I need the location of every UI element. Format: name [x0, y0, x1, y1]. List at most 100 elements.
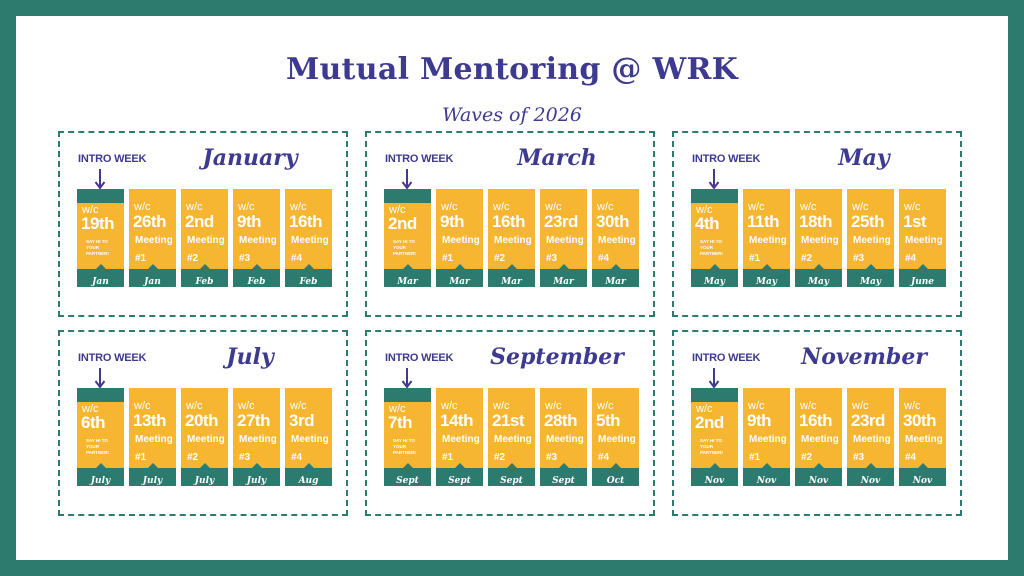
notch-icon [507, 463, 517, 468]
meeting-label: Meeting [546, 434, 584, 445]
meeting-number: #3 [546, 452, 558, 463]
card-month: Nov [912, 476, 933, 486]
month-tag: Aug [285, 463, 332, 486]
wave-panel-march: INTRO WEEK March w/c 2nd SAY HI TO YOUR PART… [365, 131, 655, 317]
card-month: Mar [605, 277, 626, 287]
meeting-label: Meeting [442, 434, 480, 445]
card-month: Nov [704, 476, 725, 486]
month-tag: July [129, 463, 176, 486]
week-date: 27th [237, 411, 270, 430]
notch-icon [403, 264, 413, 269]
intro-highlight-bar [384, 388, 431, 402]
wave-panel-september: INTRO WEEK September w/c 7th SAY HI TO YOUR … [365, 330, 655, 516]
meeting-label: Meeting [187, 235, 225, 246]
say-hi-note: SAY HI TO YOUR PARTNER! [700, 239, 723, 256]
intro-week-label: INTRO WEEK [692, 352, 761, 364]
arrow-down-icon [94, 169, 106, 190]
week-commencing-label: w/c [597, 400, 614, 412]
month-tag: Sept [540, 463, 587, 486]
week-date: 5th [596, 411, 621, 430]
week-date: 20th [185, 411, 218, 430]
notch-icon [814, 463, 824, 468]
arrow-down-icon [708, 169, 720, 190]
intro-week-card: w/c 6th SAY HI TO YOUR PARTNER! July [77, 388, 124, 486]
meeting-number: #4 [598, 452, 610, 463]
meeting-number: #3 [546, 253, 558, 264]
week-date: 2nd [695, 413, 724, 432]
intro-week-label: INTRO WEEK [78, 352, 147, 364]
notch-icon [611, 264, 621, 269]
card-month: July [246, 476, 267, 486]
card-month: July [90, 476, 111, 486]
intro-week-card: w/c 2nd SAY HI TO YOUR PARTNER! Mar [384, 189, 431, 287]
week-date: 23rd [851, 411, 885, 430]
week-date: 30th [903, 411, 936, 430]
notch-icon [403, 463, 413, 468]
week-date: 9th [747, 411, 772, 430]
week-commencing-label: w/c [748, 201, 765, 213]
month-tag: June [899, 264, 946, 287]
card-month: Sept [448, 476, 471, 486]
month-tag: Mar [436, 264, 483, 287]
card-month: Sept [396, 476, 419, 486]
meeting-label: Meeting [135, 235, 173, 246]
meeting-label: Meeting [801, 434, 839, 445]
notch-icon [507, 264, 517, 269]
meeting-card: w/c 9th Meeting #1 Mar [436, 189, 483, 287]
week-date: 3rd [289, 411, 314, 430]
week-date: 11th [747, 212, 780, 231]
page-subtitle: Waves of 2026 [442, 104, 582, 126]
meeting-card: w/c 20th Meeting #2 July [181, 388, 228, 486]
meeting-number: #4 [291, 452, 303, 463]
meeting-card: w/c 23rd Meeting #3 Nov [847, 388, 894, 486]
meeting-label: Meeting [905, 235, 943, 246]
month-tag: Jan [77, 264, 124, 287]
arrow-down-icon [94, 368, 106, 389]
meeting-number: #4 [291, 253, 303, 264]
notch-icon [455, 463, 465, 468]
wave-month-title: January [202, 145, 298, 171]
card-month: Mar [449, 277, 470, 287]
card-month: Mar [397, 277, 418, 287]
notch-icon [918, 264, 928, 269]
month-tag: Nov [847, 463, 894, 486]
notch-icon [252, 264, 262, 269]
meeting-number: #1 [749, 452, 761, 463]
card-month: Jan [144, 277, 161, 287]
say-hi-note: SAY HI TO YOUR PARTNER! [393, 438, 416, 455]
week-commencing-label: w/c [545, 201, 562, 213]
week-commencing-label: w/c [290, 400, 307, 412]
meeting-label: Meeting [749, 235, 787, 246]
intro-week-card: w/c 4th SAY HI TO YOUR PARTNER! May [691, 189, 738, 287]
notch-icon [455, 264, 465, 269]
meeting-label: Meeting [442, 235, 480, 246]
meeting-card: w/c 26th Meeting #1 Jan [129, 189, 176, 287]
intro-highlight-bar [384, 189, 431, 203]
week-date: 1st [903, 212, 927, 231]
card-month: Feb [299, 277, 318, 287]
card-month: June [910, 277, 935, 287]
meeting-label: Meeting [291, 434, 329, 445]
card-month: May [807, 277, 830, 287]
meeting-card: w/c 3rd Meeting #4 Aug [285, 388, 332, 486]
meeting-card: w/c 25th Meeting #3 May [847, 189, 894, 287]
say-hi-note: SAY HI TO YOUR PARTNER! [86, 438, 109, 455]
week-commencing-label: w/c [852, 400, 869, 412]
week-date: 9th [440, 212, 465, 231]
week-date: 13th [133, 411, 166, 430]
week-commencing-label: w/c [389, 403, 406, 415]
notch-icon [96, 463, 106, 468]
meeting-label: Meeting [598, 434, 636, 445]
meeting-label: Meeting [291, 235, 329, 246]
week-date: 2nd [388, 214, 417, 233]
arrow-down-icon [401, 368, 413, 389]
meeting-number: #1 [135, 452, 147, 463]
week-date: 14th [440, 411, 473, 430]
notch-icon [918, 463, 928, 468]
meeting-label: Meeting [187, 434, 225, 445]
meeting-number: #2 [187, 253, 199, 264]
notch-icon [611, 463, 621, 468]
notch-icon [559, 264, 569, 269]
meeting-label: Meeting [801, 235, 839, 246]
meeting-number: #1 [442, 253, 454, 264]
